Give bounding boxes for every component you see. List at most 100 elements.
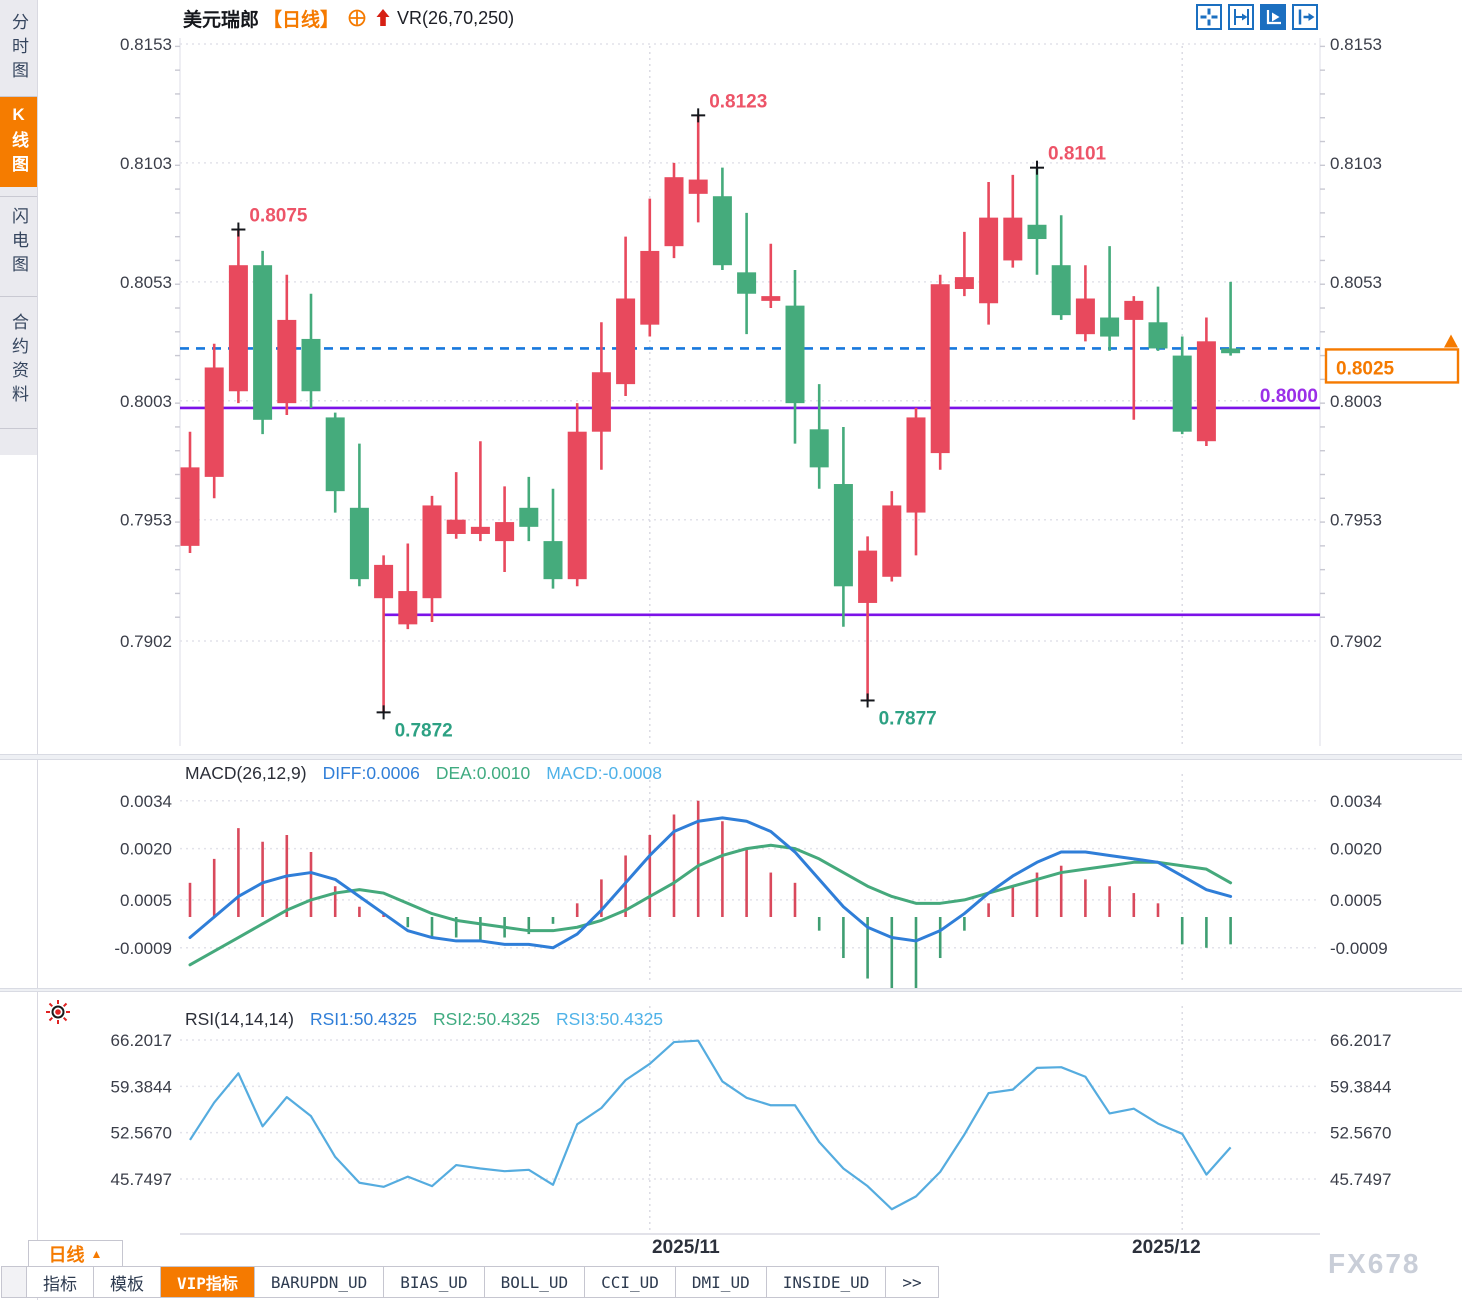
- svg-text:45.7497: 45.7497: [1330, 1170, 1391, 1189]
- svg-text:0.8053: 0.8053: [1330, 273, 1382, 292]
- indicator-tab-3[interactable]: BARUPDN_UD: [253, 1266, 385, 1298]
- svg-text:0.0034: 0.0034: [1330, 792, 1382, 811]
- svg-text:0.0020: 0.0020: [1330, 840, 1382, 859]
- rsi-panel[interactable]: 66.2017 66.2017 59.3844 59.3844 52.5670 52.56…: [38, 992, 1462, 1236]
- sidebar-divider: [0, 196, 37, 197]
- candle: [858, 550, 878, 603]
- svg-text:0.7953: 0.7953: [120, 511, 172, 530]
- candle: [1221, 348, 1241, 354]
- indicator-tab-7[interactable]: DMI_UD: [674, 1266, 767, 1298]
- candle: [1124, 300, 1144, 320]
- svg-text:0.7902: 0.7902: [1330, 632, 1382, 651]
- period-label: 【日线】: [263, 9, 340, 31]
- macd-histogram: [188, 800, 1232, 988]
- current-price-tag[interactable]: [1324, 348, 1460, 384]
- candle: [616, 298, 636, 385]
- svg-text:45.7497: 45.7497: [111, 1170, 172, 1189]
- indicator-tab-bar: 指标 模板 VIP指标 BARUPDN_UD BIAS_UD BOLL_UD CCI_UD D…: [1, 1266, 939, 1298]
- svg-text:0.8103: 0.8103: [120, 154, 172, 173]
- candle: [422, 505, 442, 599]
- crosshair-target-icon[interactable]: [347, 8, 367, 28]
- svg-text:0.8103: 0.8103: [1330, 154, 1382, 173]
- candle: [180, 467, 200, 546]
- goto-latest-icon[interactable]: [1292, 4, 1318, 30]
- x-axis-date-1: 2025/11: [652, 1237, 720, 1258]
- price-annotation: 0.8123: [709, 91, 767, 112]
- indicator-tab-9[interactable]: >>: [885, 1266, 939, 1298]
- svg-text:66.2017: 66.2017: [1330, 1031, 1391, 1050]
- svg-text:0.8053: 0.8053: [120, 273, 172, 292]
- auto-scale-icon[interactable]: [1260, 4, 1286, 30]
- candle: [640, 250, 660, 325]
- rsi-line: [189, 1039, 1232, 1211]
- svg-text:0.8003: 0.8003: [1330, 392, 1382, 411]
- price-annotation: 0.7872: [395, 720, 453, 741]
- chart-title-bar: 美元瑞郎 【日线】 VR(26,70,250): [183, 5, 514, 31]
- indicator-tab-0[interactable]: 指标: [26, 1266, 94, 1298]
- panel-separator[interactable]: [0, 988, 1462, 992]
- period-selector-arrow-icon: ▲: [90, 1247, 103, 1261]
- sidebar-tab-contract-info[interactable]: 合约资料: [9, 313, 28, 409]
- svg-text:0.0005: 0.0005: [1330, 891, 1382, 910]
- svg-text:0.8025: 0.8025: [1336, 358, 1395, 379]
- candle: [930, 284, 950, 454]
- price-annotation: 0.8101: [1048, 144, 1107, 165]
- price-annotation: 0.8075: [249, 206, 308, 227]
- sidebar-tab-lightning-chart[interactable]: 闪电图: [9, 207, 28, 279]
- candle: [519, 507, 539, 527]
- svg-text:0.0034: 0.0034: [120, 792, 172, 811]
- price-candlestick-panel[interactable]: 0.8153 0.8153 0.8103 0.8103 0.8053 0.8053 0.80…: [38, 30, 1462, 754]
- indicator-tab-1[interactable]: 模板: [93, 1266, 161, 1298]
- candle: [809, 429, 829, 468]
- svg-text:0.8000: 0.8000: [1260, 386, 1318, 407]
- sidebar-background: [0, 0, 37, 455]
- indicator-tab-4[interactable]: BIAS_UD: [383, 1266, 485, 1298]
- candles-layer: [180, 115, 1241, 713]
- tab-bar-filler: [1, 1266, 27, 1298]
- candle: [1148, 322, 1168, 349]
- fx678-watermark: FX678: [1328, 1248, 1421, 1279]
- indicator-tab-6[interactable]: CCI_UD: [584, 1266, 676, 1298]
- candle: [253, 265, 273, 420]
- buy-arrow-icon: [375, 8, 391, 28]
- dea-line: [188, 843, 1233, 967]
- panel-separator[interactable]: [0, 754, 1462, 760]
- candle: [1027, 224, 1047, 240]
- left-sidebar: 分时图 K线图 闪电图 合约资料: [0, 0, 38, 1300]
- candle: [664, 177, 684, 247]
- sidebar-divider: [0, 96, 37, 97]
- diff-line: [188, 816, 1233, 950]
- indicator-settings-sun-icon[interactable]: [44, 998, 72, 1031]
- candle: [301, 338, 321, 392]
- svg-text:0.0005: 0.0005: [120, 891, 172, 910]
- svg-text:52.5670: 52.5670: [111, 1124, 172, 1143]
- candle: [1196, 341, 1216, 442]
- price-annotation: 0.7877: [879, 708, 937, 729]
- period-selector-label: 日线: [48, 1245, 85, 1265]
- candle: [204, 367, 224, 477]
- sidebar-divider: [0, 296, 37, 297]
- svg-text:59.3844: 59.3844: [111, 1077, 172, 1096]
- candle: [325, 417, 345, 492]
- indicator-tab-5[interactable]: BOLL_UD: [483, 1266, 586, 1298]
- period-selector[interactable]: 日线 ▲: [28, 1240, 123, 1268]
- candle: [882, 505, 902, 577]
- candle: [470, 526, 490, 534]
- svg-text:59.3844: 59.3844: [1330, 1077, 1391, 1096]
- move-crosshair-icon[interactable]: [1196, 4, 1222, 30]
- fit-axis-icon[interactable]: [1228, 4, 1254, 30]
- candle: [591, 372, 611, 432]
- svg-text:-0.0009: -0.0009: [1330, 939, 1388, 958]
- sidebar-tab-time-chart[interactable]: 分时图: [9, 12, 28, 85]
- candle: [349, 507, 369, 580]
- indicator-tab-2[interactable]: VIP指标: [160, 1266, 255, 1298]
- candle: [1051, 265, 1071, 316]
- candle: [543, 541, 563, 580]
- indicator-tab-8[interactable]: INSIDE_UD: [765, 1266, 887, 1298]
- sidebar-tab-kline-chart[interactable]: K线图: [0, 97, 37, 187]
- candle: [277, 319, 297, 404]
- vr-indicator-label: VR(26,70,250): [397, 7, 515, 28]
- symbol-title: 美元瑞郎: [183, 9, 260, 31]
- macd-panel[interactable]: 0.0034 0.0034 0.0020 0.0020 0.0005 0.0005 -0.0…: [38, 760, 1462, 988]
